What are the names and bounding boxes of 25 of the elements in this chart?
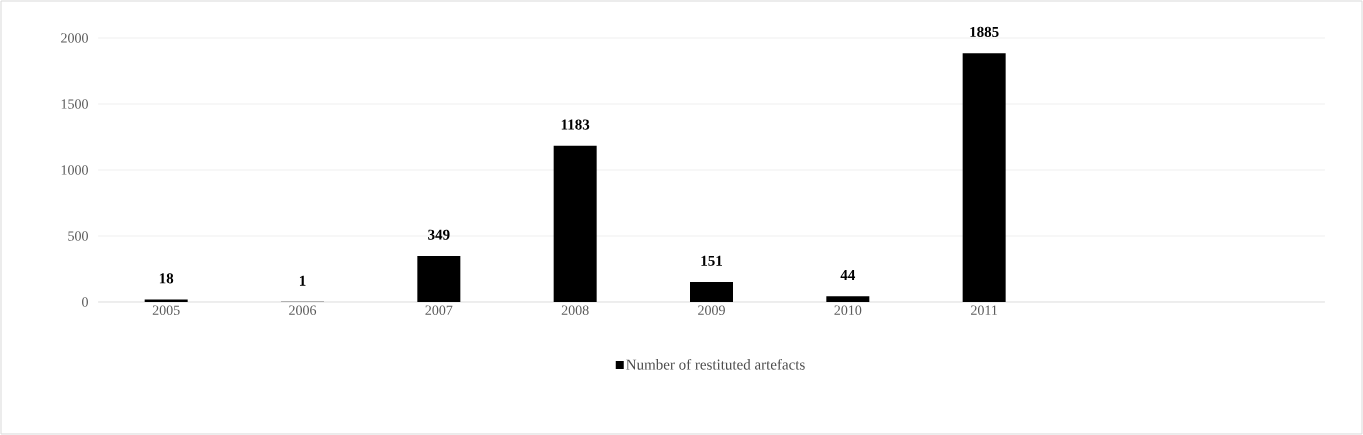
data-label: 18 [159,273,174,284]
x-tick-label: 2008 [561,305,589,315]
x-tick-label: 2007 [425,305,453,315]
x-tick-label: 2006 [289,305,317,315]
x-tick-label: 2009 [698,305,725,315]
bar [417,255,461,302]
y-tick-label: 0 [82,297,88,307]
bar [962,53,1006,302]
legend-label: Number of restituted artefacts [626,358,805,370]
bar [553,145,597,302]
x-tick-label: 2005 [152,305,180,315]
data-label: 349 [428,229,450,240]
x-tick-label: 2011 [971,305,998,315]
data-label: 151 [701,255,722,266]
y-tick-label: 1000 [61,165,88,175]
y-tick-label: 2000 [61,33,88,43]
data-label: 1183 [561,119,590,130]
data-label: 1885 [970,26,999,37]
y-tick-label: 1500 [61,99,88,109]
y-tick-label: 500 [68,231,88,241]
x-tick-label: 2010 [834,305,862,315]
bar [690,282,733,302]
data-label: 1 [299,275,306,286]
bar [826,296,870,302]
data-label: 44 [840,270,856,280]
